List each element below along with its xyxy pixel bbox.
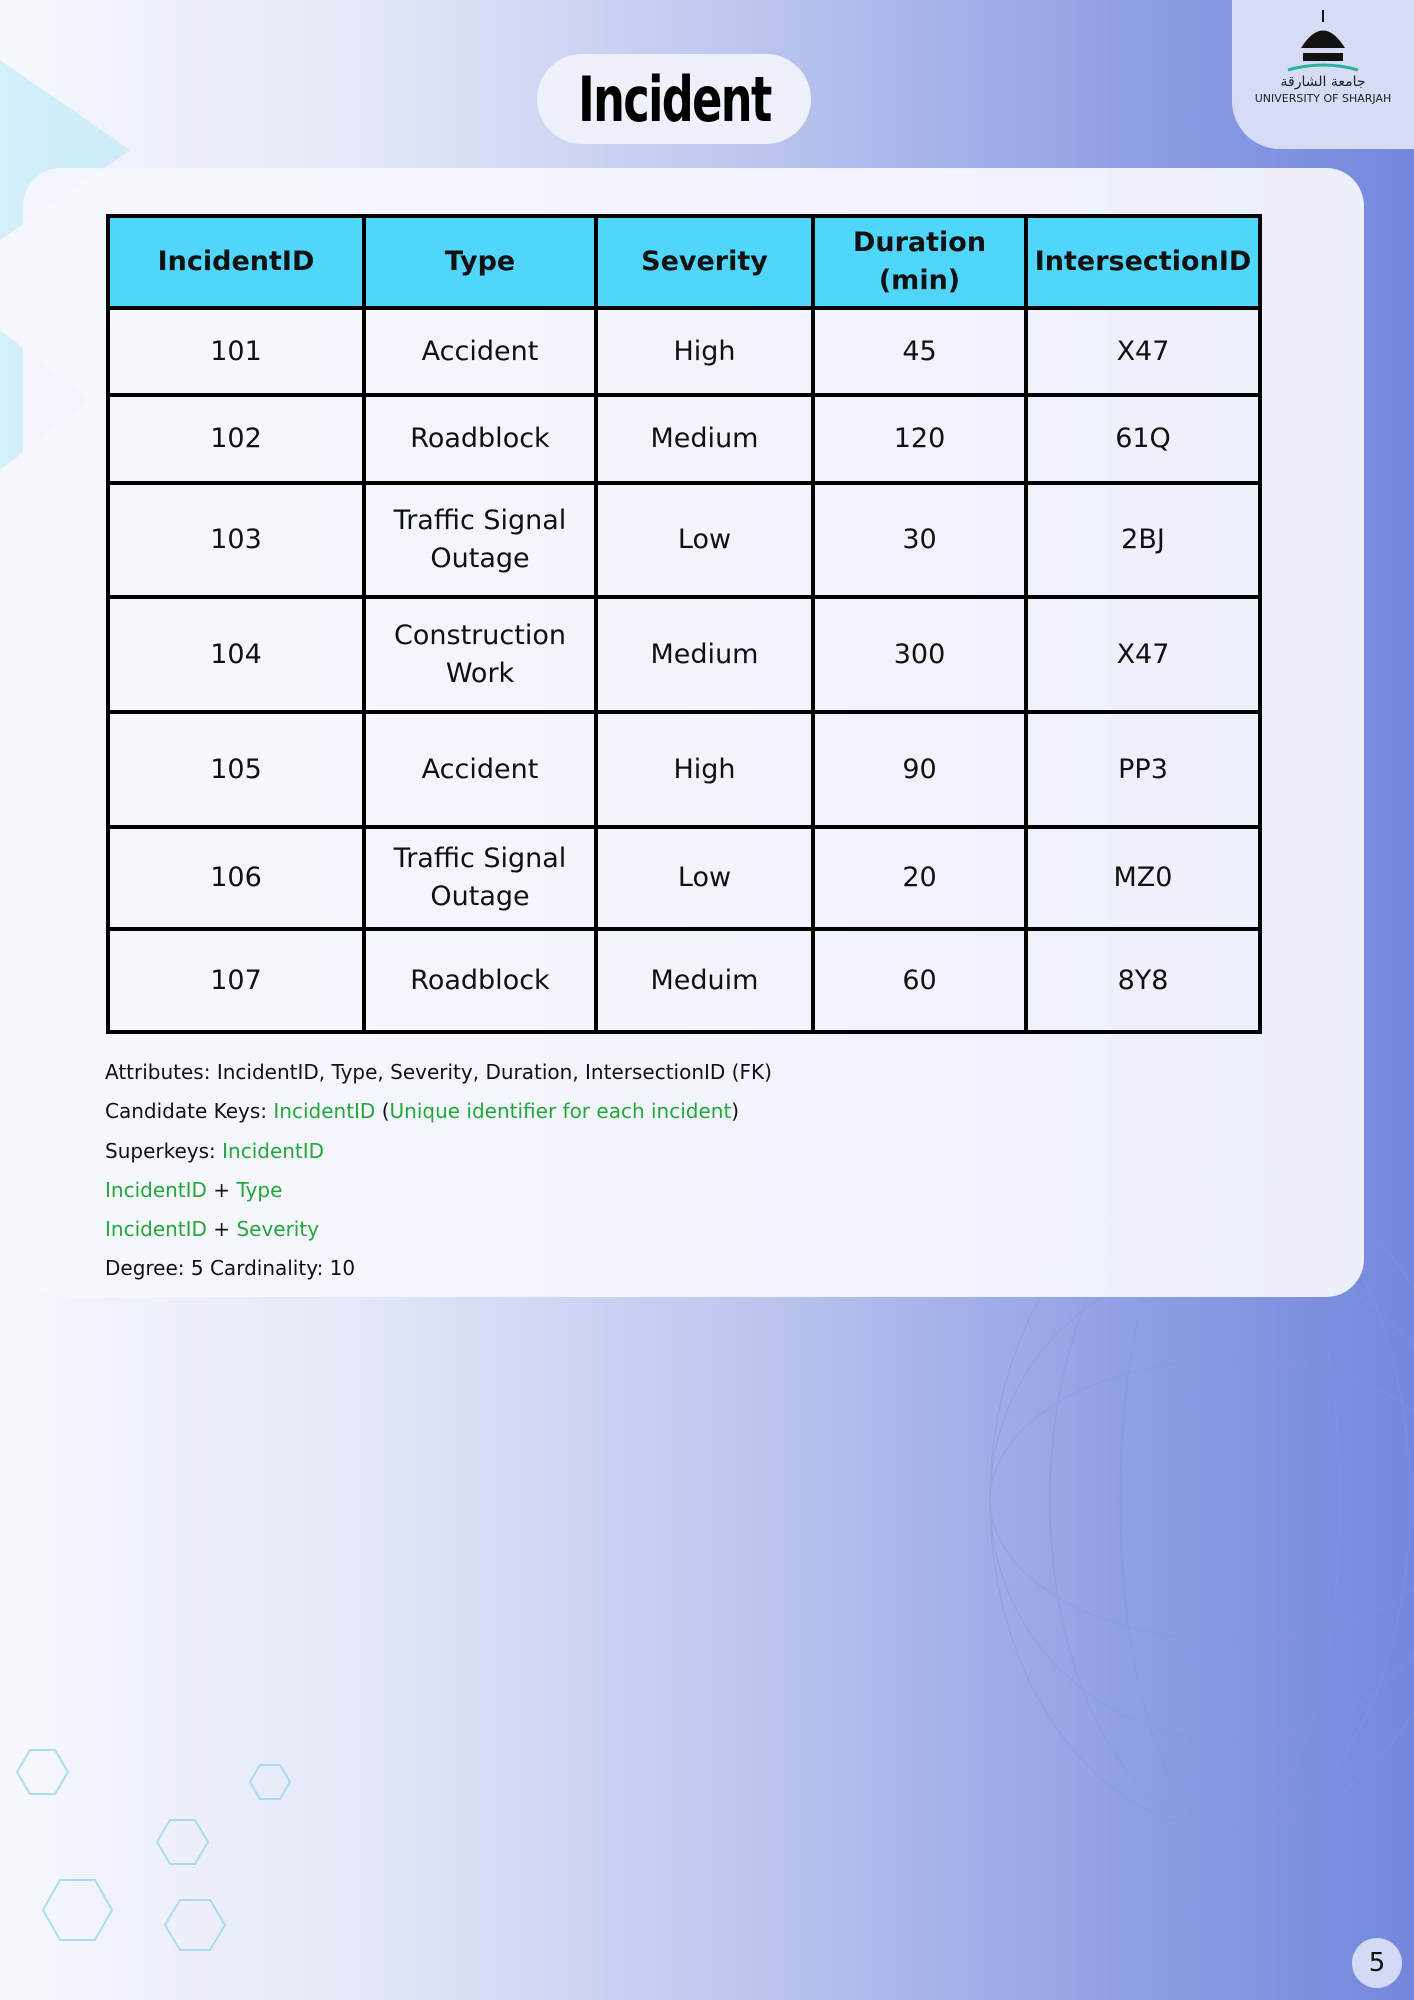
table-cell: X47 <box>1024 595 1262 714</box>
header-severity: Severity <box>594 214 815 310</box>
table-cell: Low <box>594 481 815 599</box>
table-cell: 101 <box>106 306 366 397</box>
table-cell: 60 <box>811 927 1028 1034</box>
table-cell: Traffic Signal Outage <box>362 825 598 931</box>
logo-arabic: جامعة الشارقة <box>1280 74 1366 90</box>
table-row: 102 Roadblock Medium 120 61Q <box>106 393 1262 485</box>
incident-table: IncidentID Type Severity Duration (min) … <box>106 214 1262 1034</box>
superkey-part: IncidentID <box>105 1177 207 1202</box>
table-row: 104 Construction Work Medium 300 X47 <box>106 595 1262 714</box>
table-cell: Meduim <box>594 927 815 1034</box>
table-cell: 20 <box>811 825 1028 931</box>
superkey-part: IncidentID <box>105 1217 207 1242</box>
table-cell: Medium <box>594 393 815 485</box>
plus: + <box>206 1217 237 1242</box>
notes: Attributes: IncidentID, Type, Severity, … <box>105 1058 772 1294</box>
table-cell: 120 <box>811 393 1028 485</box>
superkey-line-3: IncidentID + Severity <box>105 1215 772 1254</box>
candidate-label: Candidate Keys: <box>105 1099 274 1124</box>
logo-english: UNIVERSITY OF SHARJAH <box>1254 92 1392 105</box>
table-cell: Traffic Signal Outage <box>362 481 598 599</box>
table-cell: 105 <box>106 710 366 829</box>
degree-line: Degree: 5 Cardinality: 10 <box>105 1256 356 1281</box>
table-cell: 45 <box>811 306 1028 397</box>
table-cell: High <box>594 710 815 829</box>
table-cell: 8Y8 <box>1024 927 1262 1034</box>
candidate-keys-line: Candidate Keys: IncidentID (Unique ident… <box>105 1097 772 1136</box>
table-cell: X47 <box>1024 306 1262 397</box>
candidate-key: IncidentID <box>273 1099 376 1124</box>
table-row: 101 Accident High 45 X47 <box>106 306 1262 397</box>
table-cell: 30 <box>811 481 1028 599</box>
table-cell: 90 <box>811 710 1028 829</box>
table-cell: Roadblock <box>362 393 598 485</box>
dome-icon <box>1287 10 1359 72</box>
table-row: 103 Traffic Signal Outage Low 30 2BJ <box>106 481 1262 599</box>
superkey-part: Severity <box>236 1217 320 1242</box>
page-title-text: Incident <box>577 62 772 136</box>
table-cell: Accident <box>362 710 598 829</box>
table-cell: PP3 <box>1024 710 1262 829</box>
page-title: Incident <box>537 54 811 144</box>
table-cell: 106 <box>106 825 366 931</box>
table-header-row: IncidentID Type Severity Duration (min) … <box>106 214 1262 310</box>
superkeys-line: Superkeys: IncidentID <box>105 1137 772 1176</box>
page-number: 5 <box>1352 1938 1402 1988</box>
table-cell: 2BJ <box>1024 481 1262 599</box>
header-incidentid: IncidentID <box>106 214 366 310</box>
table-cell: Accident <box>362 306 598 397</box>
candidate-desc: Unique identifier for each incident <box>389 1099 732 1124</box>
superkey-part: Type <box>236 1177 283 1202</box>
table-cell: 300 <box>811 595 1028 714</box>
header-intersectionid: IntersectionID <box>1024 214 1262 310</box>
paren-open: ( <box>375 1099 390 1124</box>
superkey-line-2: IncidentID + Type <box>105 1176 772 1215</box>
attributes-line: Attributes: IncidentID, Type, Severity, … <box>105 1060 772 1084</box>
superkey: IncidentID <box>222 1138 325 1163</box>
table-cell: MZ0 <box>1024 825 1262 931</box>
table-row: 105 Accident High 90 PP3 <box>106 710 1262 829</box>
table-row: 106 Traffic Signal Outage Low 20 MZ0 <box>106 825 1262 931</box>
table-cell: Low <box>594 825 815 931</box>
table-cell: Roadblock <box>362 927 598 1034</box>
plus: + <box>206 1177 237 1202</box>
table-cell: 103 <box>106 481 366 599</box>
table-cell: Medium <box>594 595 815 714</box>
paren-close: ) <box>731 1099 740 1124</box>
header-type: Type <box>362 214 598 310</box>
table-cell: 102 <box>106 393 366 485</box>
table-row: 107 Roadblock Meduim 60 8Y8 <box>106 927 1262 1034</box>
table-cell: 104 <box>106 595 366 714</box>
table-cell: Construction Work <box>362 595 598 714</box>
superkeys-label: Superkeys: <box>105 1138 223 1163</box>
table-cell: High <box>594 306 815 397</box>
header-duration: Duration (min) <box>811 214 1028 310</box>
table-cell: 107 <box>106 927 366 1034</box>
table-cell: 61Q <box>1024 393 1262 485</box>
university-logo: جامعة الشارقة UNIVERSITY OF SHARJAH <box>1232 0 1414 149</box>
